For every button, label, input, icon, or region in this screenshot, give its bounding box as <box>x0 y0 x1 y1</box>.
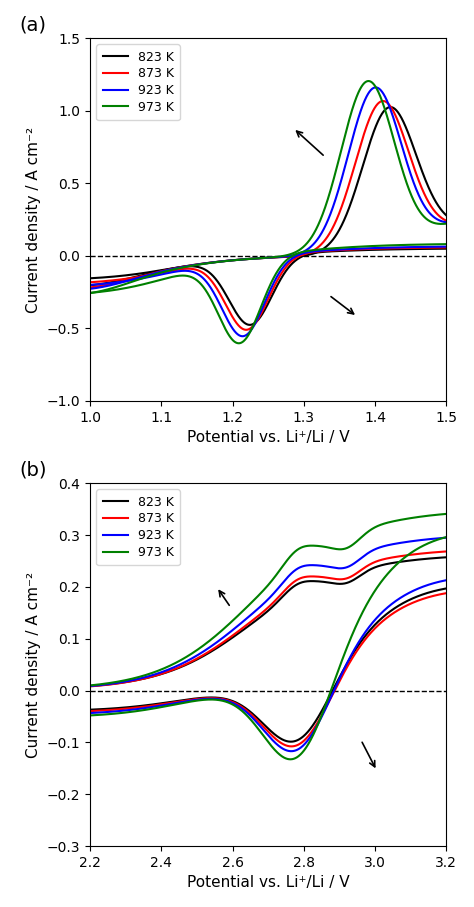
973 K <box>444 219 449 229</box>
973 K <box>251 253 257 264</box>
Y-axis label: Current density / A cm⁻²: Current density / A cm⁻² <box>26 126 41 313</box>
873 K <box>106 279 111 290</box>
873 K <box>261 252 266 263</box>
923 K <box>433 533 439 544</box>
973 K <box>368 524 374 535</box>
973 K <box>433 218 439 229</box>
823 K <box>261 252 266 263</box>
973 K <box>433 510 439 521</box>
923 K <box>87 283 93 294</box>
973 K <box>444 509 449 520</box>
873 K <box>444 546 449 557</box>
Line: 873 K: 873 K <box>90 101 447 288</box>
923 K <box>87 680 93 691</box>
823 K <box>87 680 93 691</box>
823 K <box>106 278 111 288</box>
X-axis label: Potential vs. Li⁺/Li / V: Potential vs. Li⁺/Li / V <box>187 875 349 891</box>
973 K <box>261 585 266 596</box>
823 K <box>106 679 111 690</box>
973 K <box>365 75 371 86</box>
823 K <box>444 210 449 220</box>
X-axis label: Potential vs. Li⁺/Li / V: Potential vs. Li⁺/Li / V <box>187 430 349 445</box>
823 K <box>433 197 439 208</box>
873 K <box>433 547 439 558</box>
873 K <box>368 559 374 570</box>
973 K <box>87 288 93 298</box>
973 K <box>433 510 438 521</box>
823 K <box>368 135 374 146</box>
923 K <box>106 280 111 291</box>
873 K <box>368 111 374 122</box>
873 K <box>433 547 438 558</box>
923 K <box>368 85 374 96</box>
873 K <box>433 208 439 219</box>
923 K <box>373 82 379 93</box>
Line: 873 K: 873 K <box>90 551 447 687</box>
973 K <box>87 680 93 691</box>
873 K <box>251 614 257 625</box>
973 K <box>106 678 111 688</box>
923 K <box>251 253 257 264</box>
973 K <box>433 218 439 229</box>
Line: 923 K: 923 K <box>90 87 447 288</box>
873 K <box>87 282 93 293</box>
923 K <box>368 546 374 557</box>
823 K <box>251 253 257 264</box>
973 K <box>251 595 257 606</box>
Line: 823 K: 823 K <box>90 107 447 286</box>
973 K <box>106 284 111 295</box>
Text: (b): (b) <box>19 461 46 480</box>
923 K <box>444 532 449 543</box>
923 K <box>251 607 257 618</box>
Line: 923 K: 923 K <box>90 538 447 686</box>
Legend: 823 K, 873 K, 923 K, 973 K: 823 K, 873 K, 923 K, 973 K <box>96 44 180 120</box>
923 K <box>261 252 266 263</box>
873 K <box>380 95 386 106</box>
923 K <box>444 217 449 228</box>
873 K <box>444 215 449 226</box>
873 K <box>106 679 111 690</box>
923 K <box>106 678 111 689</box>
Line: 823 K: 823 K <box>90 557 447 686</box>
Line: 973 K: 973 K <box>90 81 447 293</box>
823 K <box>388 102 393 112</box>
873 K <box>251 253 257 264</box>
923 K <box>433 533 438 544</box>
Legend: 823 K, 873 K, 923 K, 973 K: 823 K, 873 K, 923 K, 973 K <box>96 490 180 565</box>
823 K <box>368 564 374 575</box>
Y-axis label: Current density / A cm⁻²: Current density / A cm⁻² <box>26 571 41 757</box>
873 K <box>433 208 439 219</box>
823 K <box>433 552 438 563</box>
923 K <box>433 213 439 224</box>
973 K <box>368 76 374 87</box>
873 K <box>87 681 93 692</box>
923 K <box>433 213 439 224</box>
873 K <box>261 606 266 617</box>
823 K <box>433 552 439 563</box>
823 K <box>433 197 439 208</box>
823 K <box>251 617 257 628</box>
823 K <box>261 610 266 620</box>
Text: (a): (a) <box>19 15 46 34</box>
823 K <box>444 551 449 562</box>
923 K <box>261 599 266 610</box>
Line: 973 K: 973 K <box>90 514 447 686</box>
823 K <box>87 280 93 291</box>
973 K <box>261 252 266 263</box>
